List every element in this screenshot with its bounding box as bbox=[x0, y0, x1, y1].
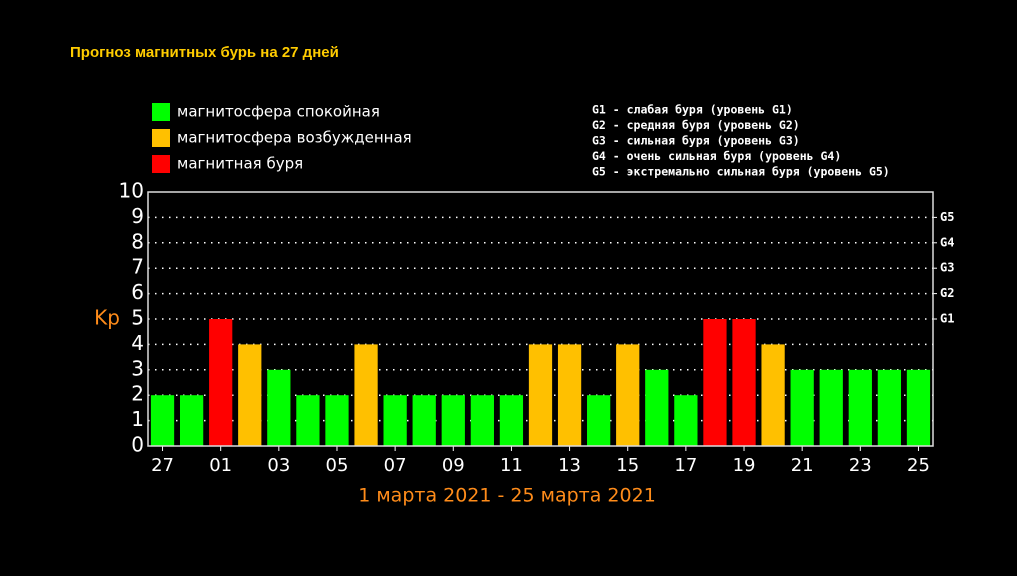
plot-frame bbox=[147, 191, 934, 447]
y2-tick-label: G2 bbox=[940, 286, 954, 300]
y2-tick-label: G1 bbox=[940, 312, 954, 326]
note: G5 - экстремально сильная буря (уровень … bbox=[592, 165, 890, 179]
x-tick-label: 07 bbox=[384, 455, 407, 476]
bar bbox=[325, 395, 349, 446]
bar bbox=[645, 369, 669, 446]
bar bbox=[150, 395, 175, 446]
y-tick-label: 1 bbox=[131, 407, 144, 431]
x-tick-label: 21 bbox=[791, 455, 814, 476]
legend-swatch bbox=[152, 155, 170, 173]
y-tick-label: 2 bbox=[131, 382, 144, 406]
x-tick-label: 17 bbox=[674, 455, 697, 476]
subtitle: 1 марта 2021 - 25 марта 2021 bbox=[358, 485, 656, 507]
bar bbox=[906, 369, 931, 446]
bar bbox=[674, 395, 698, 446]
bar bbox=[412, 395, 436, 446]
legend-swatch bbox=[152, 129, 170, 147]
note: G4 - очень сильная буря (уровень G4) bbox=[592, 149, 841, 163]
x-tick-label: 11 bbox=[500, 455, 523, 476]
y2-tick-label: G5 bbox=[940, 210, 954, 224]
x-tick-label: 05 bbox=[326, 455, 349, 476]
bar bbox=[296, 395, 320, 446]
note: G1 - слабая буря (уровень G1) bbox=[592, 103, 793, 117]
x-tick-label: 25 bbox=[907, 455, 930, 476]
y-tick-label: 8 bbox=[131, 229, 144, 253]
y-tick-label: 10 bbox=[119, 179, 144, 203]
bar bbox=[761, 344, 785, 446]
bar bbox=[441, 395, 465, 446]
y-axis-label: Kp bbox=[94, 306, 120, 330]
y2-tick-label: G3 bbox=[940, 261, 954, 275]
bar bbox=[179, 395, 204, 446]
y-tick-label: 3 bbox=[131, 356, 144, 380]
bar bbox=[528, 344, 553, 446]
bar bbox=[470, 395, 494, 446]
legend-label: магнитосфера спокойная bbox=[177, 103, 380, 121]
chart-title: Прогноз магнитных бурь на 27 дней bbox=[70, 44, 339, 61]
legend-label: магнитосфера возбужденная bbox=[177, 129, 412, 147]
y-tick-label: 0 bbox=[131, 433, 144, 457]
bar bbox=[238, 344, 262, 446]
y-tick-label: 9 bbox=[131, 204, 144, 228]
y-tick-label: 7 bbox=[131, 255, 144, 279]
x-tick-label: 09 bbox=[442, 455, 465, 476]
bar bbox=[703, 319, 727, 446]
note: G2 - средняя буря (уровень G2) bbox=[592, 118, 800, 132]
x-tick-label: 15 bbox=[616, 455, 639, 476]
y-tick-label: 4 bbox=[131, 331, 144, 355]
y2-tick-label: G4 bbox=[940, 235, 954, 249]
x-tick-label: 01 bbox=[209, 455, 232, 476]
bar bbox=[587, 395, 611, 446]
x-tick-label: 27 bbox=[151, 455, 174, 476]
legend-swatch bbox=[152, 103, 170, 121]
x-tick-label: 03 bbox=[267, 455, 290, 476]
legend-label: магнитная буря bbox=[177, 155, 303, 173]
bar bbox=[616, 344, 640, 446]
x-tick-label: 13 bbox=[558, 455, 581, 476]
y-tick-label: 5 bbox=[131, 306, 144, 330]
bar bbox=[557, 344, 582, 446]
bar bbox=[267, 369, 291, 446]
bar bbox=[877, 369, 902, 446]
bar bbox=[209, 319, 233, 446]
bar bbox=[819, 369, 843, 446]
x-tick-label: 23 bbox=[849, 455, 872, 476]
bar bbox=[790, 369, 814, 446]
bar bbox=[354, 344, 378, 446]
y-tick-label: 6 bbox=[131, 280, 144, 304]
bar bbox=[499, 395, 524, 446]
bar bbox=[732, 319, 756, 446]
note: G3 - сильная буря (уровень G3) bbox=[592, 134, 800, 148]
x-tick-label: 19 bbox=[733, 455, 756, 476]
bar bbox=[383, 395, 407, 446]
bar bbox=[848, 369, 872, 446]
